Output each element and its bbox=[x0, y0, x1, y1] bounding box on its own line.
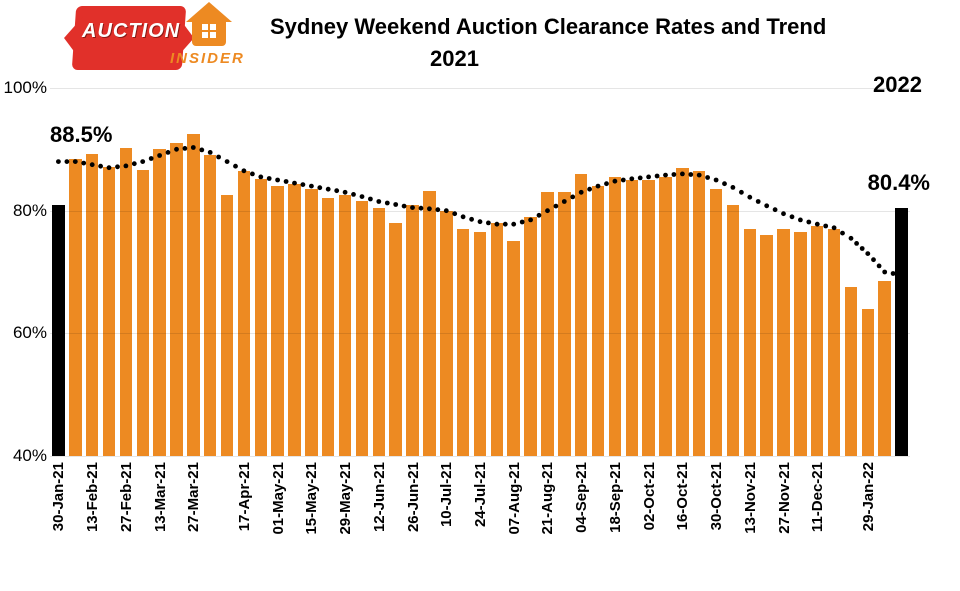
x-tick-label: 13-Nov-21 bbox=[742, 462, 759, 534]
bar bbox=[760, 235, 772, 456]
bar bbox=[878, 281, 890, 456]
bars-layer bbox=[50, 88, 910, 456]
x-tick-label: 16-Oct-21 bbox=[674, 462, 691, 530]
x-tick-label: 12-Jun-21 bbox=[371, 462, 388, 532]
bar bbox=[238, 171, 250, 456]
bar bbox=[423, 191, 435, 456]
x-tick-label: 24-Jul-21 bbox=[472, 462, 489, 527]
x-tick-label: 10-Jul-21 bbox=[438, 462, 455, 527]
x-tick-label: 30-Jan-21 bbox=[50, 462, 67, 531]
logo-insider-text: INSIDER bbox=[170, 50, 245, 67]
bar bbox=[339, 195, 351, 456]
auction-insider-logo: AUCTION INSIDER bbox=[74, 2, 244, 82]
gridline bbox=[50, 211, 910, 212]
bar bbox=[356, 201, 368, 456]
x-tick-label: 04-Sep-21 bbox=[573, 462, 590, 533]
x-tick-label: 26-Jun-21 bbox=[405, 462, 422, 532]
logo-house-icon bbox=[186, 2, 232, 48]
bar bbox=[322, 198, 334, 456]
x-tick-label: 01-May-21 bbox=[270, 462, 287, 535]
bar bbox=[170, 143, 182, 456]
bar bbox=[693, 171, 705, 456]
y-tick-label: 100% bbox=[0, 78, 47, 98]
bar bbox=[389, 223, 401, 456]
bar bbox=[524, 217, 536, 456]
bar bbox=[373, 208, 385, 456]
bar bbox=[120, 148, 132, 456]
bar bbox=[744, 229, 756, 456]
x-tick-label: 18-Sep-21 bbox=[607, 462, 624, 533]
y-tick-label: 40% bbox=[0, 446, 47, 466]
plot-area bbox=[50, 88, 910, 456]
bar bbox=[794, 232, 806, 456]
x-tick-label: 21-Aug-21 bbox=[539, 462, 556, 535]
y-tick-label: 80% bbox=[0, 201, 47, 221]
bar bbox=[288, 184, 300, 456]
x-tick-label: 27-Feb-21 bbox=[118, 462, 135, 532]
bar bbox=[727, 205, 739, 456]
x-tick-label: 27-Mar-21 bbox=[185, 462, 202, 532]
bar bbox=[862, 309, 874, 456]
bar bbox=[710, 189, 722, 456]
bar bbox=[52, 205, 64, 456]
x-tick-label: 13-Feb-21 bbox=[84, 462, 101, 532]
x-tick-label: 27-Nov-21 bbox=[776, 462, 793, 534]
year-label-2021: 2021 bbox=[430, 46, 479, 72]
bar bbox=[153, 149, 165, 456]
x-tick-label: 17-Apr-21 bbox=[236, 462, 253, 531]
bar bbox=[137, 170, 149, 456]
bar bbox=[86, 154, 98, 456]
bar bbox=[642, 180, 654, 456]
bar bbox=[558, 192, 570, 456]
bar bbox=[659, 177, 671, 456]
bar bbox=[491, 223, 503, 456]
x-tick-label: 11-Dec-21 bbox=[809, 462, 826, 532]
bar bbox=[457, 229, 469, 456]
bar bbox=[828, 229, 840, 456]
bar bbox=[255, 179, 267, 456]
chart-title: Sydney Weekend Auction Clearance Rates a… bbox=[270, 14, 826, 40]
bar bbox=[845, 287, 857, 456]
x-tick-label: 13-Mar-21 bbox=[152, 462, 169, 532]
bar bbox=[609, 177, 621, 456]
bar bbox=[811, 226, 823, 456]
x-tick-label: 29-Jan-22 bbox=[860, 462, 877, 531]
bar bbox=[895, 208, 907, 456]
bar bbox=[204, 155, 216, 456]
bar bbox=[575, 174, 587, 456]
bar bbox=[592, 186, 604, 456]
clearance-rate-chart: AUCTION INSIDER Sydney Weekend Auction C… bbox=[0, 0, 960, 591]
x-tick-label: 30-Oct-21 bbox=[708, 462, 725, 530]
gridline bbox=[50, 88, 910, 89]
bar bbox=[777, 229, 789, 456]
bar bbox=[187, 134, 199, 456]
x-tick-label: 29-May-21 bbox=[337, 462, 354, 535]
bar bbox=[541, 192, 553, 456]
bar bbox=[69, 159, 81, 456]
gridline bbox=[50, 456, 910, 457]
bar bbox=[626, 180, 638, 456]
x-tick-label: 15-May-21 bbox=[303, 462, 320, 535]
bar bbox=[406, 205, 418, 456]
x-tick-label: 02-Oct-21 bbox=[641, 462, 658, 530]
bar bbox=[305, 189, 317, 456]
bar bbox=[271, 186, 283, 456]
bar bbox=[474, 232, 486, 456]
x-tick-label: 07-Aug-21 bbox=[506, 462, 523, 535]
logo-auction-text: AUCTION bbox=[82, 20, 180, 43]
bar bbox=[221, 195, 233, 456]
gridline bbox=[50, 333, 910, 334]
bar bbox=[507, 241, 519, 456]
y-tick-label: 60% bbox=[0, 323, 47, 343]
